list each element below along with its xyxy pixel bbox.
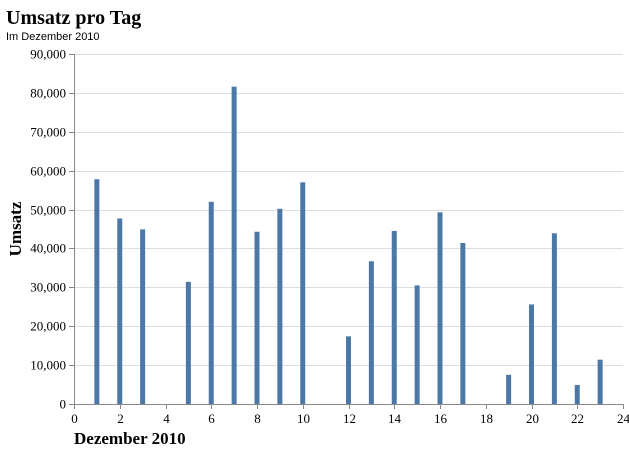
- y-tick-label: 30,000: [30, 280, 66, 295]
- x-tick-label: 2: [117, 411, 124, 426]
- bar: [529, 304, 534, 404]
- bars: [94, 86, 603, 405]
- bar: [437, 212, 443, 404]
- bar: [551, 233, 557, 404]
- bar: [231, 86, 237, 405]
- bar: [94, 179, 100, 404]
- chart-subtitle: Im Dezember 2010: [6, 31, 100, 43]
- x-tick-label: 18: [480, 411, 493, 426]
- x-tick-label: 24: [617, 411, 629, 426]
- bar: [208, 201, 214, 404]
- bar: [346, 336, 351, 404]
- bar: [460, 243, 466, 404]
- x-tick-label: 8: [254, 411, 261, 426]
- bar: [597, 359, 603, 404]
- y-tick-label: 90,000: [30, 47, 66, 62]
- bar: [254, 231, 260, 404]
- bar: [574, 384, 580, 404]
- x-tick-label: 12: [343, 411, 356, 426]
- y-tick-label: 70,000: [30, 125, 66, 140]
- chart-title: Umsatz pro Tag: [6, 7, 141, 29]
- bar: [368, 261, 374, 404]
- x-tick-label: 4: [163, 411, 170, 426]
- y-tick-label: 40,000: [30, 241, 66, 256]
- bar: [117, 218, 123, 404]
- bar: [300, 182, 306, 404]
- bar: [185, 281, 191, 404]
- gridlines: [74, 54, 623, 366]
- y-tick-label: 0: [60, 397, 67, 412]
- y-tick-label: 20,000: [30, 319, 66, 334]
- bar: [277, 208, 283, 404]
- x-tick-label: 16: [434, 411, 448, 426]
- x-tick-label: 14: [388, 411, 402, 426]
- y-tick-label: 80,000: [30, 86, 66, 101]
- x-tick-label: 22: [571, 411, 584, 426]
- axes: 0 10,000 20,000 30,000 40,000 50,000 60,000 70,…: [30, 47, 629, 427]
- bar: [140, 229, 146, 404]
- bar: [391, 230, 397, 404]
- bar: [414, 285, 420, 404]
- x-axis-title: Dezember 2010: [74, 429, 186, 448]
- x-tick-label: 0: [71, 411, 78, 426]
- bar: [506, 374, 512, 404]
- y-tick-label: 60,000: [30, 164, 66, 179]
- x-tick-label: 20: [526, 411, 539, 426]
- y-axis-title: Umsatz: [6, 201, 25, 256]
- x-tick-label: 10: [297, 411, 310, 426]
- y-tick-label: 50,000: [30, 203, 66, 218]
- y-tick-label: 10,000: [30, 358, 66, 373]
- x-tick-label: 6: [208, 411, 215, 426]
